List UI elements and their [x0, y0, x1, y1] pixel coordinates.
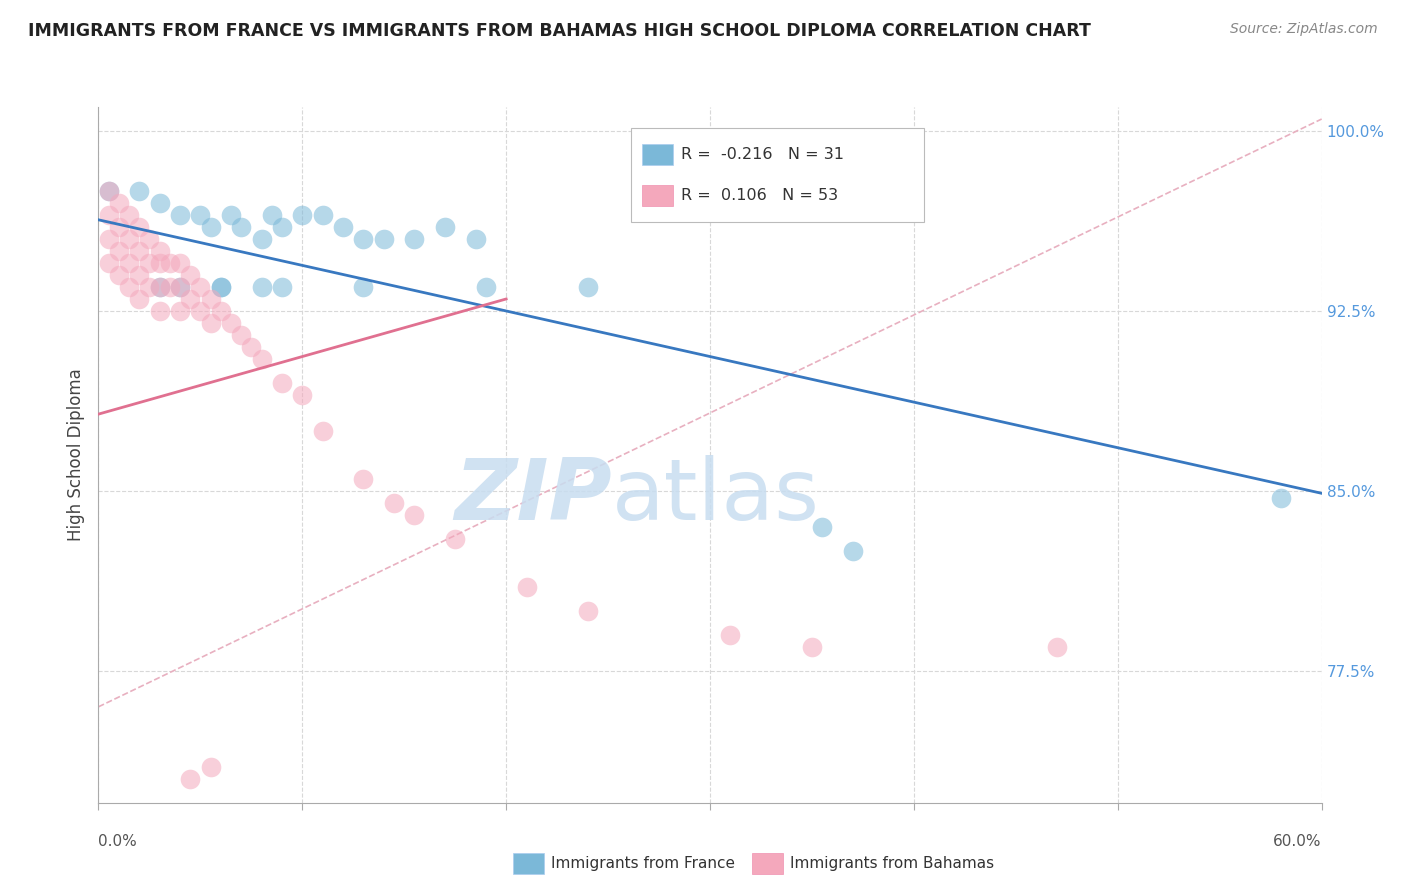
Text: 60.0%: 60.0% — [1274, 834, 1322, 849]
Point — [464, 232, 486, 246]
Point — [209, 280, 232, 294]
Point — [138, 280, 160, 294]
Point — [576, 604, 599, 618]
Point — [250, 232, 273, 246]
Point — [200, 760, 222, 774]
Point — [801, 640, 824, 654]
Point — [118, 208, 141, 222]
Point — [231, 328, 253, 343]
Point — [209, 280, 232, 294]
Point — [188, 208, 212, 222]
Point — [159, 256, 181, 270]
Point — [841, 544, 863, 558]
Text: atlas: atlas — [612, 455, 820, 538]
Point — [149, 304, 172, 318]
Point — [312, 208, 335, 222]
Point — [128, 292, 150, 306]
Point — [404, 232, 426, 246]
Text: 0.0%: 0.0% — [98, 834, 138, 849]
Point — [270, 376, 294, 390]
Point — [209, 304, 232, 318]
Text: Source: ZipAtlas.com: Source: ZipAtlas.com — [1230, 22, 1378, 37]
Point — [352, 280, 374, 294]
Point — [188, 280, 212, 294]
Point — [260, 208, 283, 222]
Text: R =  -0.216   N = 31: R = -0.216 N = 31 — [681, 146, 844, 161]
Point — [169, 280, 191, 294]
Point — [159, 280, 181, 294]
Point — [108, 268, 131, 282]
Text: ZIP: ZIP — [454, 455, 612, 538]
Point — [128, 244, 150, 258]
Point — [270, 219, 294, 234]
Point — [97, 184, 120, 198]
Text: Immigrants from Bahamas: Immigrants from Bahamas — [790, 856, 994, 871]
Point — [138, 256, 160, 270]
Point — [188, 304, 212, 318]
Point — [444, 532, 467, 546]
Point — [240, 340, 263, 354]
Point — [149, 244, 172, 258]
Point — [118, 256, 141, 270]
Point — [149, 196, 172, 211]
Text: IMMIGRANTS FROM FRANCE VS IMMIGRANTS FROM BAHAMAS HIGH SCHOOL DIPLOMA CORRELATIO: IMMIGRANTS FROM FRANCE VS IMMIGRANTS FRO… — [28, 22, 1091, 40]
Point — [97, 184, 120, 198]
Point — [97, 256, 120, 270]
Point — [149, 256, 172, 270]
Point — [382, 496, 405, 510]
Y-axis label: High School Diploma: High School Diploma — [67, 368, 86, 541]
Point — [108, 196, 131, 211]
Point — [291, 208, 314, 222]
Point — [811, 520, 834, 534]
Point — [169, 208, 191, 222]
Point — [200, 316, 222, 330]
Point — [231, 219, 253, 234]
Point — [404, 508, 426, 522]
Point — [576, 280, 599, 294]
Point — [128, 268, 150, 282]
Point — [270, 280, 294, 294]
Point — [373, 232, 395, 246]
Point — [149, 280, 172, 294]
Point — [332, 219, 354, 234]
Point — [97, 208, 120, 222]
Point — [250, 280, 273, 294]
Point — [179, 772, 201, 786]
Point — [1270, 491, 1292, 505]
Point — [108, 244, 131, 258]
Point — [1045, 640, 1069, 654]
Point — [250, 351, 273, 366]
Point — [352, 472, 374, 486]
Point — [200, 292, 222, 306]
Point — [138, 232, 160, 246]
Point — [200, 219, 222, 234]
Point — [149, 280, 172, 294]
Point — [352, 232, 374, 246]
Point — [169, 256, 191, 270]
Point — [179, 268, 201, 282]
Point — [118, 232, 141, 246]
Point — [291, 388, 314, 402]
Point — [179, 292, 201, 306]
Point — [97, 232, 120, 246]
Point — [219, 208, 242, 222]
Point — [434, 219, 457, 234]
Point — [128, 184, 150, 198]
Text: Immigrants from France: Immigrants from France — [551, 856, 735, 871]
Point — [312, 424, 335, 438]
Point — [169, 280, 191, 294]
Point — [108, 219, 131, 234]
Text: R =  0.106   N = 53: R = 0.106 N = 53 — [681, 188, 838, 203]
Point — [516, 580, 538, 594]
Point — [474, 280, 498, 294]
Point — [169, 304, 191, 318]
Point — [118, 280, 141, 294]
Point — [219, 316, 242, 330]
Point — [720, 628, 742, 642]
Point — [128, 219, 150, 234]
